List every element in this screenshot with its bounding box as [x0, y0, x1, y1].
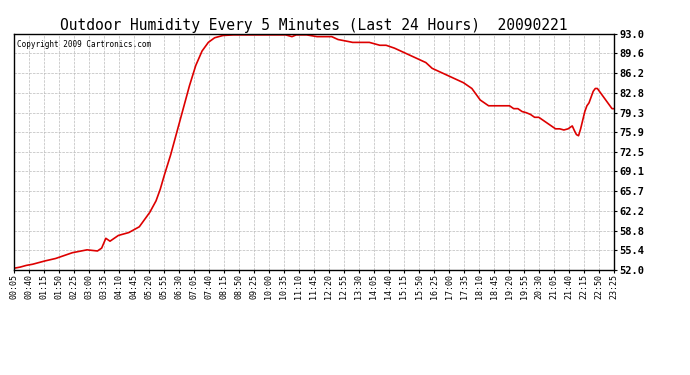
Title: Outdoor Humidity Every 5 Minutes (Last 24 Hours)  20090221: Outdoor Humidity Every 5 Minutes (Last 2… [60, 18, 568, 33]
Text: Copyright 2009 Cartronics.com: Copyright 2009 Cartronics.com [17, 40, 151, 49]
